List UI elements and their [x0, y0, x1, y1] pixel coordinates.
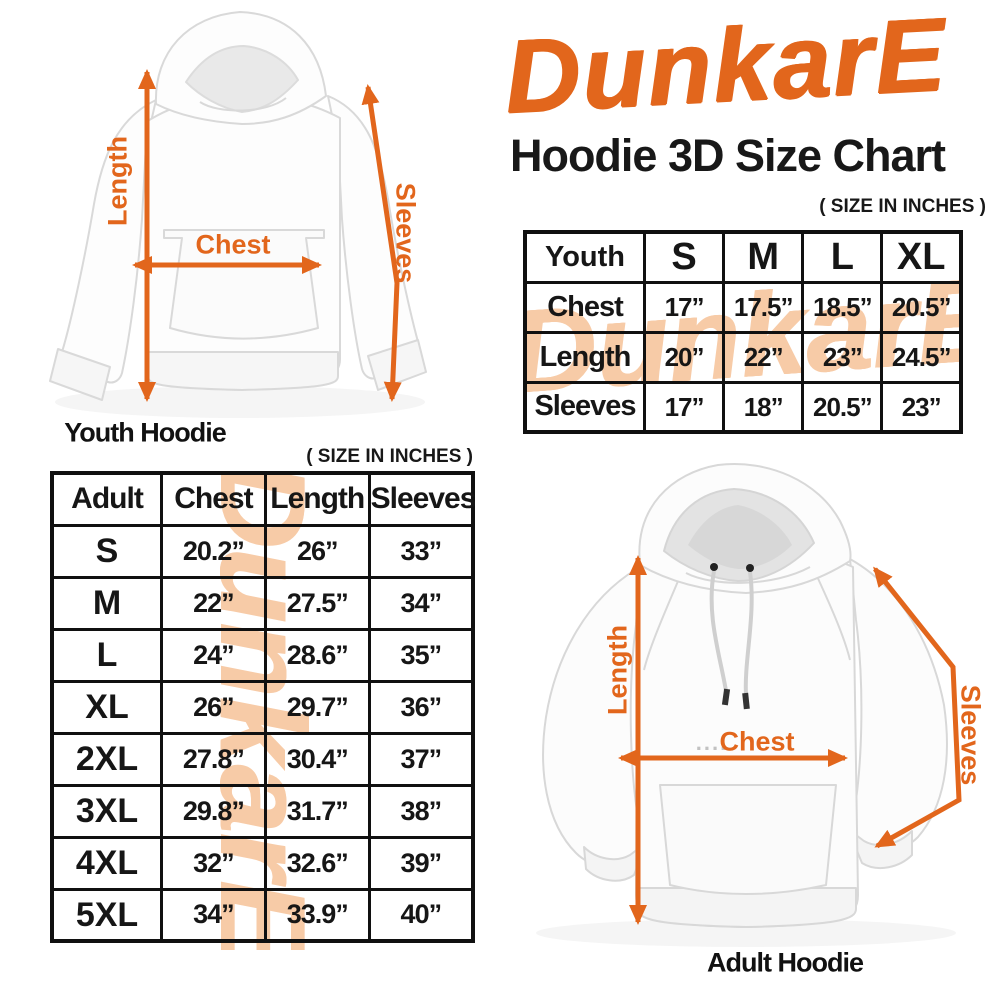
adult-chest-dots: ....	[695, 730, 729, 755]
table-row: Chest 17” 17.5” 18.5” 20.5”	[523, 280, 963, 334]
row-label: L	[50, 627, 163, 683]
youth-hoodie-image	[49, 11, 427, 418]
column-header: Length	[263, 471, 371, 527]
adult-hoodie-figure: Length .... Chest Sleeves Adult Hoodie	[488, 455, 1000, 1000]
size-value-cell: 34”	[367, 575, 475, 631]
column-header: M	[722, 230, 805, 284]
column-header: Sleeves	[367, 471, 475, 527]
adult-sleeves-label: Sleeves	[955, 684, 986, 786]
table-row: Sleeves 17” 18” 20.5” 23”	[523, 380, 963, 434]
row-label: M	[50, 575, 163, 631]
row-label: 4XL	[50, 835, 163, 891]
column-header: Youth	[523, 230, 646, 284]
adult-size-note: ( SIZE IN INCHES )	[306, 446, 473, 467]
size-value-cell: 27.8”	[160, 731, 267, 787]
adult-chest-label: Chest	[719, 726, 795, 757]
youth-sleeves-arrow	[361, 84, 402, 402]
column-header: Chest	[160, 471, 267, 527]
youth-size-note: ( SIZE IN INCHES )	[819, 196, 986, 217]
size-value-cell: 26”	[263, 523, 371, 579]
table-row: 3XL 29.8” 31.7” 38”	[50, 783, 475, 839]
table-row: XL 26” 29.7” 36”	[50, 679, 475, 735]
size-value-cell: 39”	[367, 835, 475, 891]
size-value-cell: 24”	[160, 627, 267, 683]
size-value-cell: 22”	[160, 575, 267, 631]
youth-length-label: Length	[102, 136, 133, 226]
size-value-cell: 18.5”	[801, 280, 884, 334]
size-value-cell: 20.2”	[160, 523, 267, 579]
size-value-cell: 22”	[722, 330, 805, 384]
table-row: 4XL 32” 32.6” 39”	[50, 835, 475, 891]
size-value-cell: 20.5”	[801, 380, 884, 434]
adult-size-table: DunkarE Adult Chest Length Sleeves S 20.2” 26”…	[50, 471, 475, 950]
table-row: M 22” 27.5” 34”	[50, 575, 475, 631]
size-value-cell: 40”	[367, 887, 475, 943]
row-label: Length	[523, 330, 646, 384]
column-header: XL	[880, 230, 963, 284]
row-label: 5XL	[50, 887, 163, 943]
size-value-cell: 29.8”	[160, 783, 267, 839]
header-row: Youth S M L XL	[523, 230, 963, 284]
row-label: 3XL	[50, 783, 163, 839]
table-row: L 24” 28.6” 35”	[50, 627, 475, 683]
size-value-cell: 36”	[367, 679, 475, 735]
row-label: Chest	[523, 280, 646, 334]
size-value-cell: 20.5”	[880, 280, 963, 334]
youth-hoodie-figure: Length Chest Sleeves Youth Hoodie	[28, 4, 470, 450]
size-value-cell: 23”	[880, 380, 963, 434]
column-header: S	[642, 230, 726, 284]
column-header: Adult	[50, 471, 163, 527]
size-value-cell: 20”	[642, 330, 726, 384]
size-value-cell: 31.7”	[263, 783, 371, 839]
row-label: S	[50, 523, 163, 579]
table-row: 5XL 34” 33.9” 40”	[50, 887, 475, 943]
size-value-cell: 32.6”	[263, 835, 371, 891]
adult-table: Adult Chest Length Sleeves S 20.2” 26” 33” M 22” 2…	[50, 471, 475, 943]
size-value-cell: 38”	[367, 783, 475, 839]
size-value-cell: 34”	[160, 887, 267, 943]
youth-hoodie-caption: Youth Hoodie	[64, 417, 226, 448]
size-value-cell: 17”	[642, 280, 726, 334]
size-value-cell: 37”	[367, 731, 475, 787]
size-value-cell: 26”	[160, 679, 267, 735]
table-row: Length 20” 22” 23” 24.5”	[523, 330, 963, 384]
table-row: S 20.2” 26” 33”	[50, 523, 475, 579]
size-value-cell: 35”	[367, 627, 475, 683]
size-value-cell: 17”	[642, 380, 726, 434]
youth-chest-label: Chest	[195, 229, 271, 260]
row-label: XL	[50, 679, 163, 735]
youth-table: Youth S M L XL Chest 17” 17.5” 18.5” 20.5” Length 2…	[523, 230, 963, 434]
size-value-cell: 32”	[160, 835, 267, 891]
row-label: Sleeves	[523, 380, 646, 434]
column-header: L	[801, 230, 884, 284]
table-row: 2XL 27.8” 30.4” 37”	[50, 731, 475, 787]
youth-size-table: DunkarE Youth S M L XL Chest 17” 17.5” 18.5” 20.5…	[523, 230, 963, 435]
adult-hoodie-caption: Adult Hoodie	[707, 947, 864, 978]
size-value-cell: 24.5”	[880, 330, 963, 384]
adult-length-label: Length	[602, 625, 633, 715]
size-value-cell: 29.7”	[263, 679, 371, 735]
youth-sleeves-label: Sleeves	[390, 182, 421, 284]
size-value-cell: 33”	[367, 523, 475, 579]
row-label: 2XL	[50, 731, 163, 787]
size-value-cell: 30.4”	[263, 731, 371, 787]
adult-hoodie-image	[536, 463, 962, 947]
size-value-cell: 17.5”	[722, 280, 805, 334]
size-value-cell: 28.6”	[263, 627, 371, 683]
size-value-cell: 33.9”	[263, 887, 371, 943]
size-value-cell: 18”	[722, 380, 805, 434]
size-value-cell: 23”	[801, 330, 884, 384]
brand-logo: DunkarE	[502, 0, 950, 135]
page-title: Hoodie 3D Size Chart	[509, 130, 946, 181]
adult-sleeves-arrow	[873, 566, 962, 849]
header-row: Adult Chest Length Sleeves	[50, 471, 475, 527]
size-value-cell: 27.5”	[263, 575, 371, 631]
